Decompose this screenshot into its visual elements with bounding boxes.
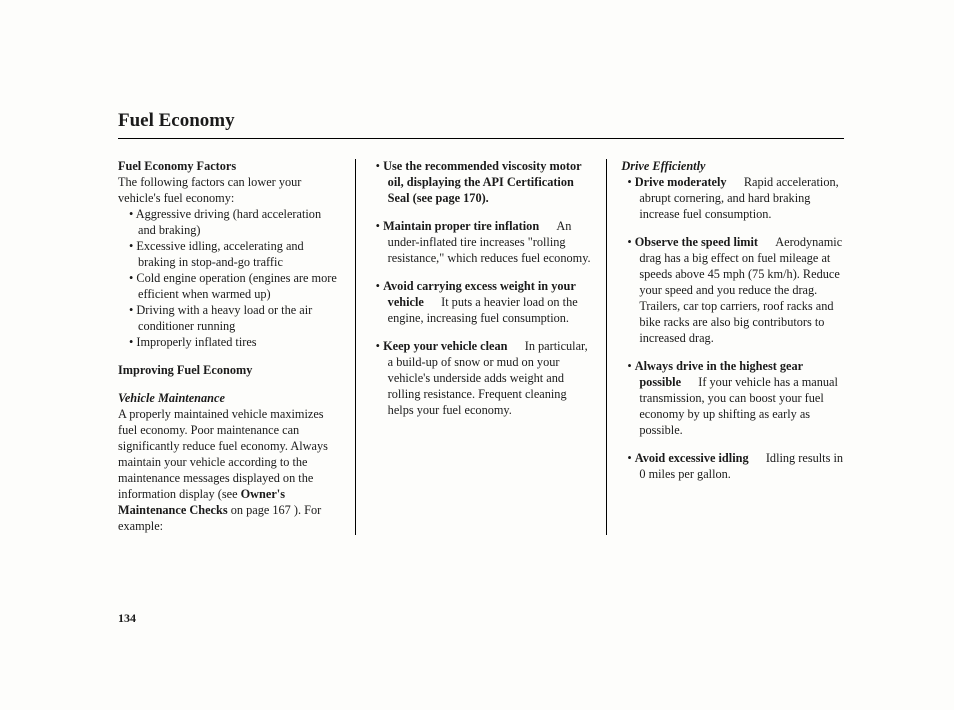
list-item: Maintain proper tire inflationAn under-i… — [388, 219, 593, 267]
list-item: Keep your vehicle cleanIn particular, a … — [388, 339, 593, 419]
list-item: Improperly inflated tires — [138, 335, 341, 351]
item-body: Aerodynamic drag has a big effect on fue… — [639, 235, 842, 345]
list-item: Aggressive driving (hard acceleration an… — [138, 207, 341, 239]
list-item: Cold engine operation (engines are more … — [138, 271, 341, 303]
item-lead: Use the recommended viscosity motor oil,… — [383, 159, 581, 205]
item-lead: Maintain proper tire inflation — [383, 219, 539, 233]
driving-tips-list: Drive moderatelyRapid acceleration, abru… — [621, 175, 844, 483]
item-lead: Keep your vehicle clean — [383, 339, 507, 353]
intro-factors: The following factors can lower your veh… — [118, 175, 341, 207]
item-lead: Drive moderately — [635, 175, 727, 189]
column-2: Use the recommended viscosity motor oil,… — [356, 159, 607, 535]
heading-improving: Improving Fuel Economy — [118, 363, 341, 379]
list-item: Drive moderatelyRapid acceleration, abru… — [639, 175, 844, 223]
page-number: 134 — [118, 611, 136, 626]
para-text-a: A properly maintained vehicle maximizes … — [118, 407, 328, 501]
heading-factors: Fuel Economy Factors — [118, 159, 341, 175]
columns-container: Fuel Economy Factors The following facto… — [118, 159, 844, 535]
subheading-drive-efficiently: Drive Efficiently — [621, 159, 844, 175]
subheading-maintenance: Vehicle Maintenance — [118, 391, 341, 407]
column-1: Fuel Economy Factors The following facto… — [118, 159, 355, 535]
list-item: Driving with a heavy load or the air con… — [138, 303, 341, 335]
list-item: Observe the speed limitAerodynamic drag … — [639, 235, 844, 347]
column-3: Drive Efficiently Drive moderatelyRapid … — [607, 159, 844, 535]
item-lead: Observe the speed limit — [635, 235, 758, 249]
list-item: Avoid excessive idlingIdling results in … — [639, 451, 844, 483]
list-item: Excessive idling, accelerating and braki… — [138, 239, 341, 271]
list-item: Avoid carrying excess weight in your veh… — [388, 279, 593, 327]
document-page: Fuel Economy Fuel Economy Factors The fo… — [0, 0, 954, 710]
maintenance-paragraph: A properly maintained vehicle maximizes … — [118, 407, 341, 535]
list-item: Use the recommended viscosity motor oil,… — [388, 159, 593, 207]
page-title: Fuel Economy — [118, 110, 844, 139]
list-item: Always drive in the highest gear possibl… — [639, 359, 844, 439]
item-lead: Avoid excessive idling — [635, 451, 749, 465]
maintenance-tips-list: Use the recommended viscosity motor oil,… — [370, 159, 593, 419]
factors-list: Aggressive driving (hard acceleration an… — [118, 207, 341, 351]
